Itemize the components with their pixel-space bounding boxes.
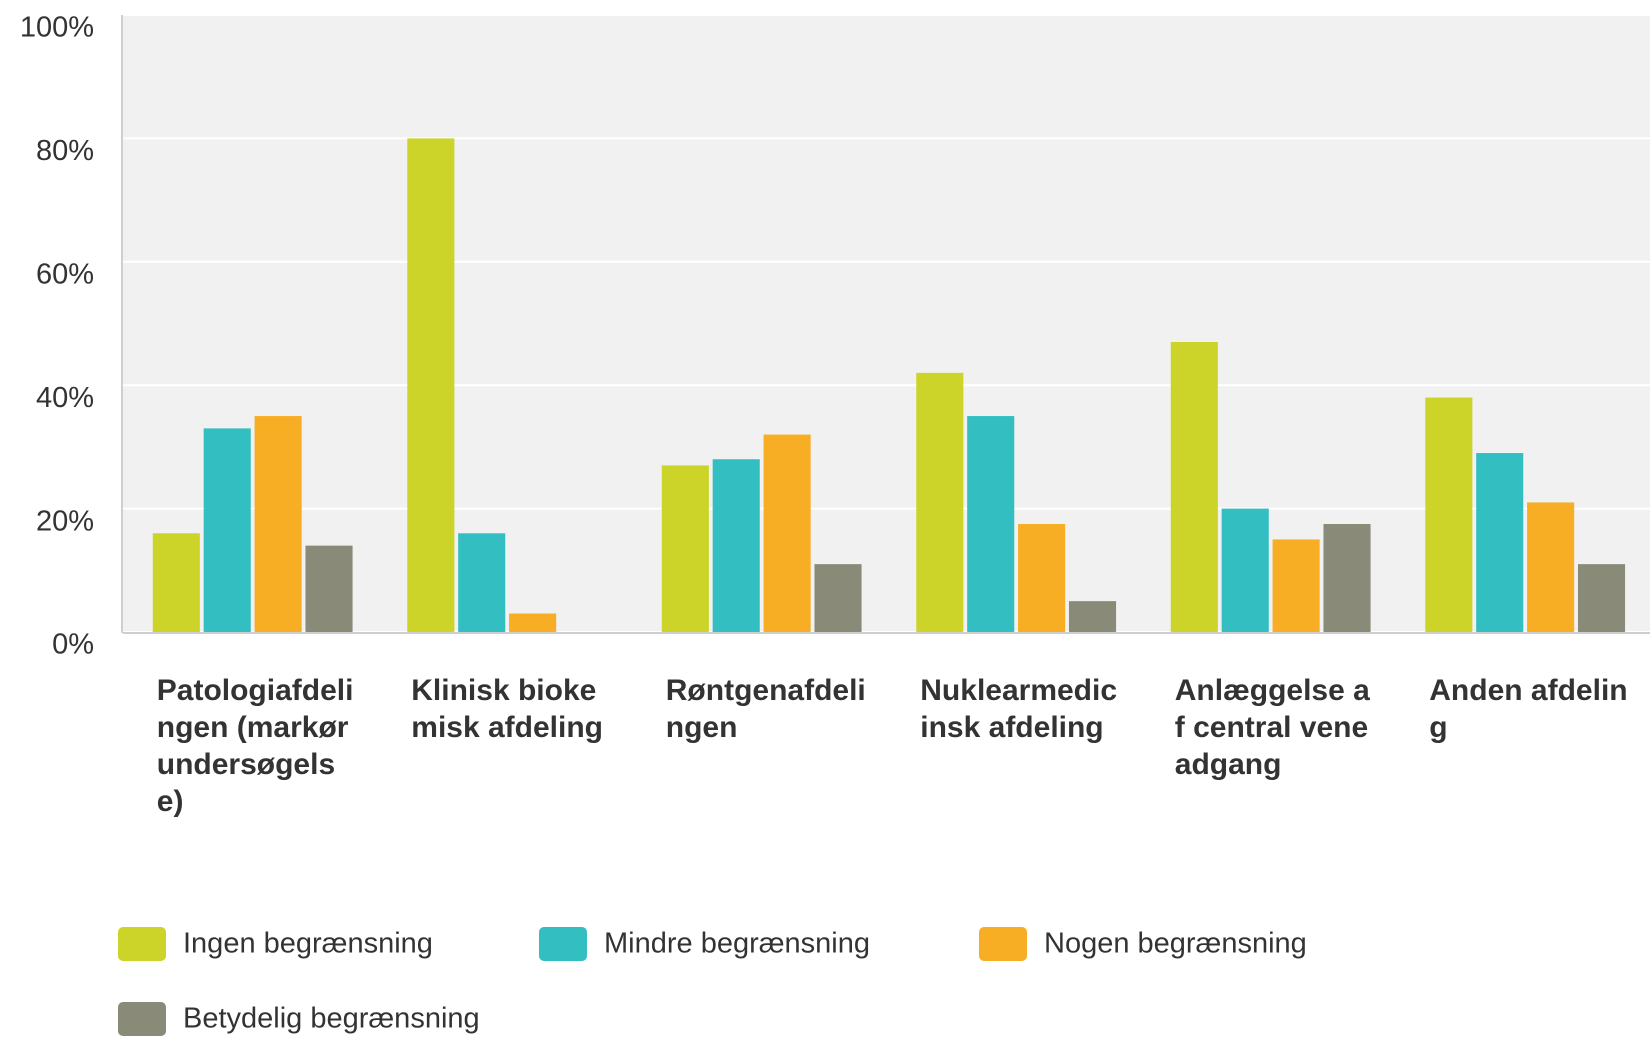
- legend-label: Mindre begrænsning: [604, 928, 870, 960]
- bar: [1476, 453, 1524, 632]
- y-tick-label: 40%: [36, 382, 94, 414]
- bar: [152, 533, 200, 632]
- x-tick-label: Nuklearmedicinsk afdeling: [920, 674, 1118, 744]
- x-tick-label: Anlæggelse af central veneadgang: [1174, 674, 1370, 781]
- bar: [1577, 564, 1626, 632]
- bar: [814, 564, 862, 632]
- plot-background: [123, 15, 1650, 632]
- bar: [407, 138, 455, 632]
- x-tick-label: Patologiafdelingen (markørundersøgelse): [156, 674, 354, 818]
- bar: [203, 428, 251, 632]
- y-tick-label: 0%: [52, 629, 94, 661]
- bar: [1221, 508, 1269, 632]
- legend-swatch: [539, 927, 587, 961]
- legend-swatch: [979, 927, 1027, 961]
- bar: [1018, 524, 1066, 632]
- bar: [763, 434, 811, 632]
- y-tick-label: 20%: [36, 505, 94, 537]
- x-tick-label: Anden afdeling: [1429, 674, 1628, 744]
- bar: [1170, 342, 1218, 632]
- y-tick-label: 80%: [36, 135, 94, 167]
- bar: [1272, 539, 1320, 632]
- bar: [712, 459, 760, 632]
- bar: [661, 465, 709, 632]
- bar: [916, 372, 964, 632]
- bar: [509, 613, 557, 632]
- y-tick-label: 60%: [36, 258, 94, 290]
- bar: [967, 416, 1015, 632]
- x-tick-label: Klinisk biokemisk afdeling: [411, 674, 603, 744]
- legend-swatch: [118, 927, 166, 961]
- bar: [254, 416, 302, 632]
- legend-label: Nogen begrænsning: [1044, 928, 1307, 960]
- x-tick-label: Røntgenafdelingen: [665, 674, 866, 744]
- bar: [305, 545, 353, 632]
- legend-label: Ingen begrænsning: [183, 928, 433, 960]
- bar: [458, 533, 506, 632]
- legend-swatch: [118, 1002, 166, 1036]
- bar: [1425, 397, 1473, 632]
- bar: [1527, 502, 1575, 632]
- bar: [1068, 601, 1117, 632]
- bar: [1323, 524, 1371, 632]
- y-tick-label: 100%: [20, 12, 94, 44]
- legend-label: Betydelig begrænsning: [183, 1003, 480, 1035]
